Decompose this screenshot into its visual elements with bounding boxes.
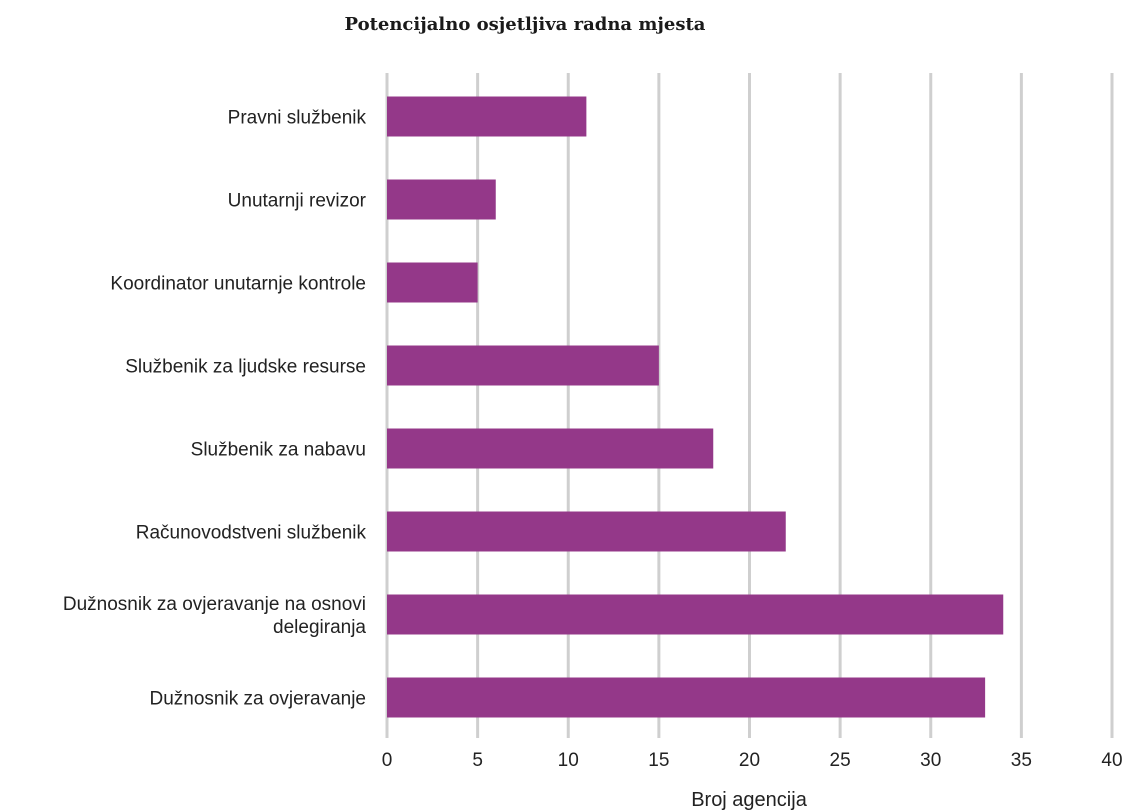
category-labels: Pravni službenik Unutarnji revizor Koordin… [63, 108, 367, 710]
x-tick-label: 30 [920, 750, 941, 771]
x-tick-label: 5 [472, 750, 483, 771]
category-label: Službenik za ljudske resurse [125, 357, 366, 378]
chart-title: Potencijalno osjetljiva radna mjesta [344, 14, 706, 35]
bar [387, 511, 786, 552]
category-label: Dužnosnik za ovjeravanje [149, 689, 366, 710]
bar [387, 677, 986, 718]
x-tick-label: 0 [382, 750, 393, 771]
bar [387, 179, 496, 220]
category-label: Dužnosnik za ovjeravanje na osnovi [63, 594, 366, 615]
category-label: Službenik za nabavu [191, 440, 366, 461]
category-label: Pravni službenik [228, 108, 367, 129]
category-label: Računovodstveni službenik [136, 523, 367, 544]
bar [387, 428, 714, 469]
category-label: Unutarnji revizor [228, 191, 367, 212]
x-tick-label: 10 [558, 750, 579, 771]
bars [387, 96, 1004, 718]
x-axis-title: Broj agencija [691, 789, 808, 810]
x-tick-label: 15 [648, 750, 669, 771]
bar [387, 594, 1004, 635]
grid-lines [385, 73, 1114, 738]
x-tick-label: 20 [739, 750, 760, 771]
category-label: Koordinator unutarnje kontrole [110, 274, 366, 295]
x-tick-label: 40 [1101, 750, 1122, 771]
x-tick-labels: 0 5 10 15 20 25 30 35 40 [382, 750, 1123, 771]
bar [387, 96, 587, 137]
x-tick-label: 25 [830, 750, 851, 771]
bar [387, 262, 478, 303]
bar [387, 345, 659, 386]
category-label: delegiranja [273, 617, 366, 638]
x-tick-label: 35 [1011, 750, 1032, 771]
